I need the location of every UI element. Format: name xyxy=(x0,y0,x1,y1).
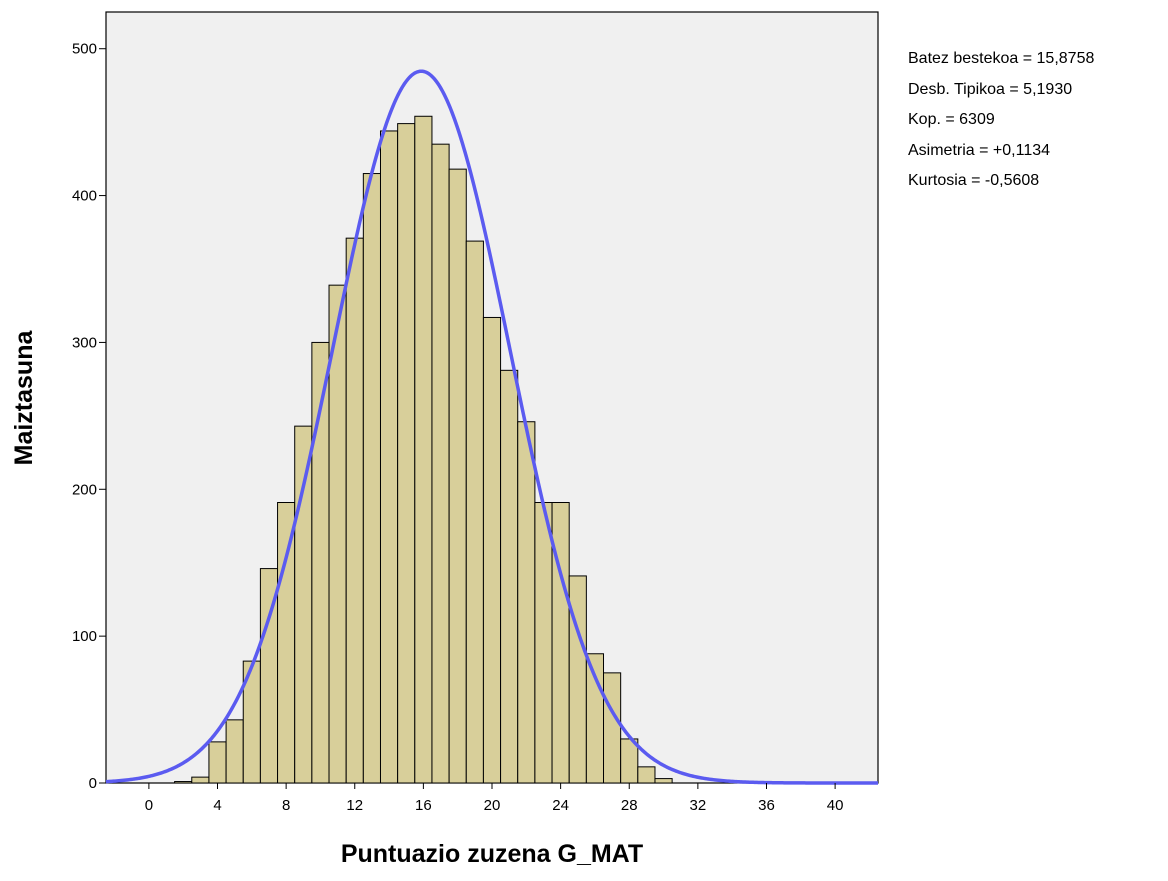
stat-mean: Batez bestekoa = 15,8758 xyxy=(908,50,1095,67)
histogram-bar xyxy=(362,173,381,784)
x-tick-label: 12 xyxy=(346,797,363,814)
histogram-bar xyxy=(465,240,484,784)
x-tick-label: 20 xyxy=(484,797,501,814)
statistics-panel: Batez bestekoa = 15,8758 Desb. Tipikoa =… xyxy=(908,44,1094,197)
histogram-bar xyxy=(603,672,622,784)
x-tick-label: 40 xyxy=(827,797,844,814)
y-tick-label: 0 xyxy=(89,775,97,792)
y-axis-title: Maiztasuna xyxy=(10,330,38,466)
histogram-bar xyxy=(397,123,416,784)
y-tick-label: 400 xyxy=(72,188,97,205)
stat-kurtosis: Kurtosia = -0,5608 xyxy=(908,172,1040,189)
histogram-bar xyxy=(277,502,296,784)
histogram-bar xyxy=(379,130,399,784)
histogram-bar xyxy=(345,237,364,784)
x-tick-label: 8 xyxy=(282,797,290,814)
stat-std-deviation: Desb. Tipikoa = 5,1930 xyxy=(908,80,1073,98)
x-tick-label: 16 xyxy=(415,797,432,814)
histogram-bar xyxy=(500,369,519,784)
x-tick-label: 0 xyxy=(145,797,153,814)
histogram-bar xyxy=(654,778,673,784)
histogram-bar xyxy=(534,502,553,784)
y-tick-label: 100 xyxy=(72,628,97,645)
y-tick-label: 200 xyxy=(72,481,97,498)
histogram-bar xyxy=(482,316,502,784)
histogram-bar xyxy=(448,168,467,784)
x-axis-title: Puntuazio zuzena G_MAT xyxy=(341,840,643,868)
histogram-bar xyxy=(174,781,193,784)
normal-curve xyxy=(105,69,878,785)
y-tick-label: 300 xyxy=(72,334,97,351)
x-tick-label: 24 xyxy=(552,797,569,814)
y-tick-label: 500 xyxy=(72,41,97,58)
stat-count: Kop. = 6309 xyxy=(908,111,995,128)
stat-skewness: Asimetria = +0,1134 xyxy=(908,141,1051,159)
histogram-bar xyxy=(225,719,244,784)
histogram-bar xyxy=(414,115,433,784)
histogram-bar xyxy=(431,143,450,784)
histogram-bar xyxy=(208,741,227,784)
x-tick-label: 28 xyxy=(621,797,638,814)
histogram-bar xyxy=(637,766,656,784)
histogram-bar xyxy=(517,421,536,784)
x-tick-label: 32 xyxy=(690,797,707,814)
x-tick-label: 36 xyxy=(758,797,775,814)
histogram-bar xyxy=(191,776,210,784)
x-tick-label: 4 xyxy=(213,797,221,814)
